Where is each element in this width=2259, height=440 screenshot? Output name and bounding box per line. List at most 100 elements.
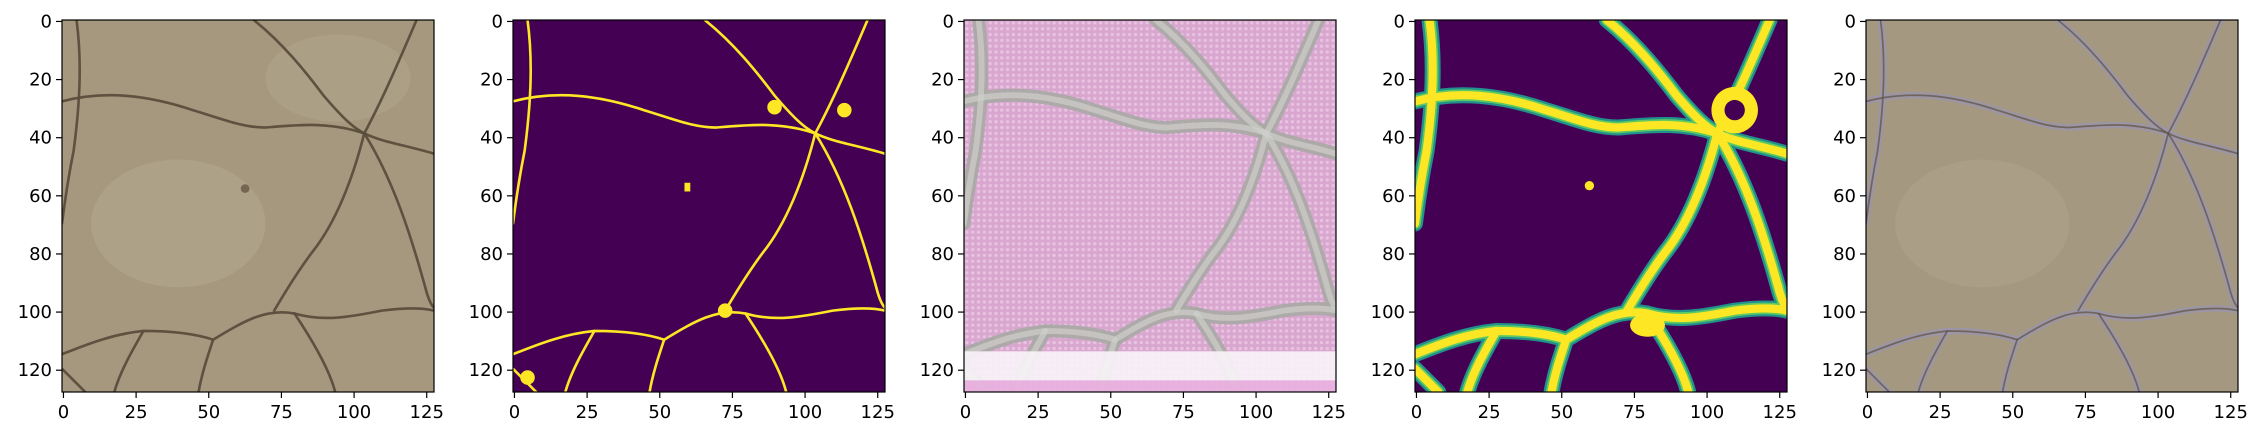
y-tick-label: 0 — [1845, 11, 1856, 32]
x-tick-label: 100 — [1239, 402, 1273, 423]
y-tick-label: 80 — [1382, 244, 1405, 265]
crack-line — [1152, 20, 1270, 137]
image-pixels — [1866, 20, 2238, 392]
x-tick-label: 25 — [125, 402, 148, 423]
crack-line — [703, 20, 817, 135]
x-tick-label: 100 — [788, 402, 822, 423]
crack-line — [1415, 304, 1787, 359]
y-tick-label: 60 — [1833, 186, 1856, 207]
y-tick-label: 120 — [18, 360, 52, 381]
y-tick-label: 120 — [920, 360, 954, 381]
y-tick-label: 100 — [1822, 302, 1856, 323]
x-tick-label: 25 — [576, 402, 599, 423]
axes-frame — [1865, 19, 2239, 393]
y-tick-label: 0 — [943, 11, 954, 32]
axes-frame — [1414, 19, 1788, 393]
y-tick-label: 120 — [469, 360, 503, 381]
crack-line — [513, 307, 885, 356]
crack-line — [252, 20, 366, 135]
crack-line — [564, 329, 596, 392]
y-tick-label: 40 — [1382, 128, 1405, 149]
x-tick-label: 75 — [2074, 402, 2097, 423]
crack-line — [964, 20, 985, 227]
crack-line — [813, 20, 869, 135]
y-tick-label: 80 — [29, 244, 52, 265]
x-tick-label: 125 — [2214, 402, 2248, 423]
crack-line — [513, 93, 885, 155]
crack-line — [362, 132, 434, 310]
x-tick-label: 0 — [960, 402, 971, 423]
x-tick-label: 125 — [1312, 402, 1346, 423]
x-tick-label: 100 — [1690, 402, 1724, 423]
x-tick-label: 50 — [2001, 402, 2024, 423]
y-tick-label: 40 — [931, 128, 954, 149]
crack-line — [2167, 20, 2222, 135]
y-tick-label: 40 — [1833, 128, 1856, 149]
crack-line — [1866, 307, 2238, 356]
x-tick-label: 100 — [337, 402, 371, 423]
x-tick-label: 100 — [2141, 402, 2175, 423]
y-tick-label: 80 — [931, 244, 954, 265]
crack-line — [362, 20, 418, 135]
x-tick-label: 0 — [1411, 402, 1422, 423]
crack-line — [62, 20, 81, 225]
image-pixels — [1415, 20, 1787, 392]
x-tick-label: 75 — [270, 402, 293, 423]
crack-line — [1415, 364, 1443, 392]
y-tick-label: 60 — [29, 186, 52, 207]
y-tick-label: 60 — [480, 186, 503, 207]
axes-frame — [512, 19, 886, 393]
image-axes: 0 25 50 75 100 125 0 20 40 60 80 100 120 — [920, 11, 1346, 423]
y-tick-label: 20 — [480, 70, 503, 91]
crack-line — [1866, 94, 2238, 155]
crack-line — [744, 312, 788, 392]
y-tick-label: 0 — [492, 11, 503, 32]
x-tick-label: 25 — [1027, 402, 1050, 423]
y-tick-label: 40 — [480, 128, 503, 149]
x-tick-label: 75 — [721, 402, 744, 423]
x-tick-label: 75 — [1623, 402, 1646, 423]
crack-line — [2097, 312, 2141, 392]
x-tick-label: 0 — [1862, 402, 1873, 423]
y-tick-label: 100 — [1371, 302, 1405, 323]
crack-line — [1463, 326, 1501, 392]
x-tick-label: 50 — [197, 402, 220, 423]
axes-frame — [963, 19, 1337, 393]
image-content — [964, 20, 1336, 392]
y-tick-label: 100 — [18, 302, 52, 323]
y-tick-label: 60 — [1382, 186, 1405, 207]
crack-line — [2077, 132, 2170, 312]
x-tick-label: 0 — [58, 402, 69, 423]
y-tick-label: 100 — [920, 302, 954, 323]
crack-line — [62, 307, 434, 356]
panel-original-photo: 0 25 50 75 100 125 0 20 40 60 80 100 120 — [0, 0, 450, 440]
x-tick-label: 25 — [1478, 402, 1501, 423]
y-tick-label: 20 — [29, 70, 52, 91]
y-tick-label: 80 — [1833, 244, 1856, 265]
crack-line — [2001, 338, 2018, 392]
panel-predicted-probability: 0 25 50 75 100 125 0 20 40 60 80 100 120 — [1353, 0, 1803, 440]
crack-line — [648, 338, 666, 392]
y-tick-label: 0 — [41, 11, 52, 32]
crack-line — [1263, 20, 1322, 137]
x-tick-label: 50 — [648, 402, 671, 423]
image-content — [1415, 20, 1787, 392]
crack-line — [272, 132, 366, 312]
y-tick-label: 0 — [1394, 11, 1405, 32]
y-tick-label: 40 — [29, 128, 52, 149]
y-tick-label: 120 — [1371, 360, 1405, 381]
crack-line — [813, 132, 885, 310]
panel-overlay: 0 25 50 75 100 125 0 20 40 60 80 100 120 — [1804, 0, 2254, 440]
image-content — [513, 20, 885, 392]
image-axes: 0 25 50 75 100 125 0 20 40 60 80 100 120 — [469, 11, 895, 423]
x-tick-label: 50 — [1099, 402, 1122, 423]
image-pixels — [513, 20, 885, 392]
crack-line — [1866, 20, 1885, 225]
x-tick-label: 125 — [1763, 402, 1797, 423]
mask-background — [513, 20, 885, 392]
crack-line — [1547, 335, 1571, 392]
image-content — [1866, 20, 2238, 392]
y-tick-label: 80 — [480, 244, 503, 265]
image-content — [62, 20, 434, 392]
crack-line — [197, 338, 215, 392]
